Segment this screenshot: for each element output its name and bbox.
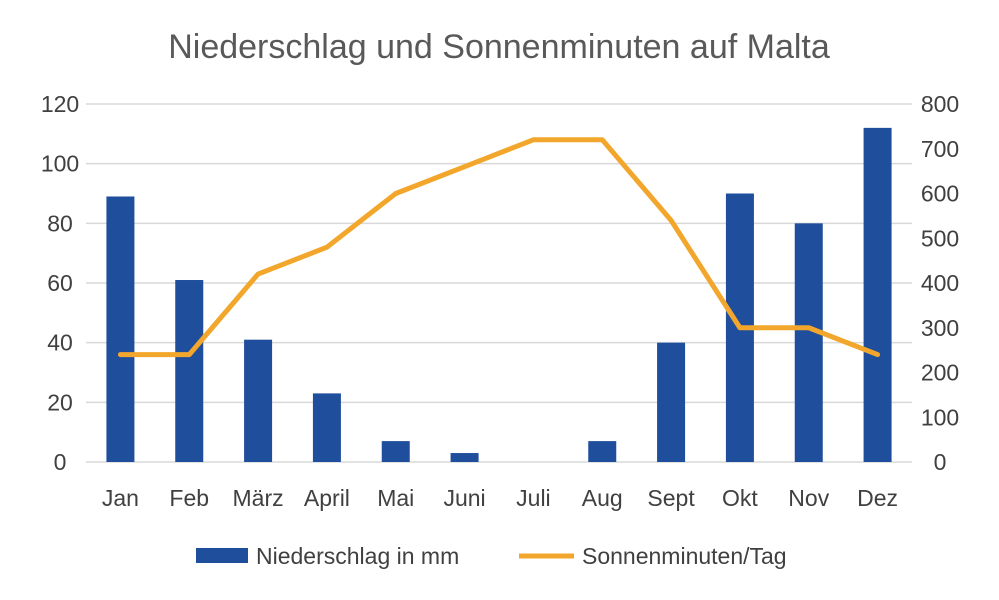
x-axis-tick-label: Aug bbox=[582, 485, 623, 511]
bar bbox=[106, 196, 135, 462]
left-axis-tick-label: 120 bbox=[41, 91, 79, 117]
right-axis-tick-label: 600 bbox=[921, 181, 959, 207]
bar bbox=[450, 453, 479, 462]
right-axis-ticks: 0 100 200 300 400 500 600 700 800 bbox=[921, 91, 959, 475]
right-axis-tick-label: 300 bbox=[921, 315, 959, 341]
legend-bar-swatch bbox=[196, 548, 248, 563]
x-axis-tick-label: März bbox=[233, 485, 284, 511]
legend: Niederschlag in mm Sonnenminuten/Tag bbox=[196, 543, 787, 569]
right-axis-tick-label: 400 bbox=[921, 270, 959, 296]
sun-minutes-line bbox=[117, 137, 881, 358]
right-axis-tick-label: 700 bbox=[921, 136, 959, 162]
bar bbox=[794, 223, 823, 462]
gridlines bbox=[86, 103, 912, 463]
bar bbox=[657, 342, 686, 462]
chart-title: Niederschlag und Sonnenminuten auf Malta bbox=[168, 28, 830, 66]
bar bbox=[588, 441, 617, 462]
bar bbox=[175, 280, 204, 462]
x-axis-tick-label: Sept bbox=[647, 485, 695, 511]
bar bbox=[863, 127, 892, 462]
x-axis-tick-label: Feb bbox=[169, 485, 209, 511]
left-axis-tick-label: 60 bbox=[47, 270, 73, 296]
right-axis-tick-label: 200 bbox=[921, 360, 959, 386]
x-axis-tick-label: Juli bbox=[516, 485, 551, 511]
right-axis-tick-label: 500 bbox=[921, 225, 959, 251]
x-axis-tick-label: Dez bbox=[857, 485, 898, 511]
bar bbox=[312, 393, 341, 462]
x-axis-tick-label: Jan bbox=[102, 485, 139, 511]
bar-series bbox=[106, 127, 892, 462]
x-axis-ticks: Jan Feb März April Mai Juni Juli Aug Sept Okt Nov D… bbox=[102, 485, 898, 511]
left-axis-tick-label: 80 bbox=[47, 210, 73, 236]
right-axis-tick-label: 100 bbox=[921, 404, 959, 430]
right-axis-tick-label: 0 bbox=[934, 449, 947, 475]
left-axis-tick-label: 100 bbox=[41, 151, 79, 177]
left-axis-tick-label: 0 bbox=[54, 449, 67, 475]
x-axis-tick-label: Okt bbox=[722, 485, 758, 511]
bar bbox=[381, 441, 410, 462]
left-axis-tick-label: 40 bbox=[47, 330, 73, 356]
left-axis-ticks: 0 20 40 60 80 100 120 bbox=[41, 91, 79, 475]
x-axis-tick-label: Juni bbox=[443, 485, 485, 511]
x-axis-tick-label: Nov bbox=[788, 485, 829, 511]
line-series bbox=[117, 137, 881, 358]
legend-line-label: Sonnenminuten/Tag bbox=[582, 543, 787, 569]
bar bbox=[244, 339, 273, 462]
x-axis-tick-label: April bbox=[304, 485, 350, 511]
legend-bar-label: Niederschlag in mm bbox=[256, 543, 459, 569]
right-axis-tick-label: 800 bbox=[921, 91, 959, 117]
x-axis-tick-label: Mai bbox=[377, 485, 414, 511]
left-axis-tick-label: 20 bbox=[47, 389, 73, 415]
